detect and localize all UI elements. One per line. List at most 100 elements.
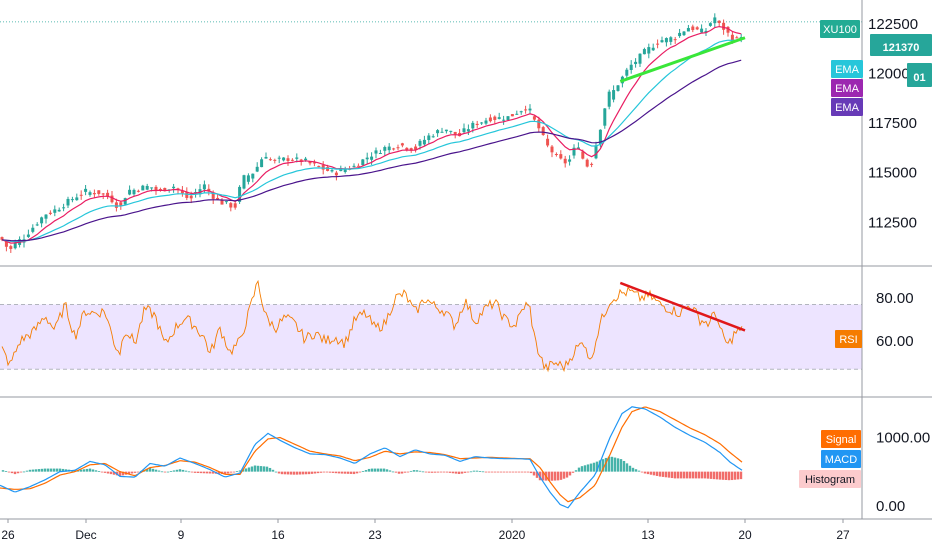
candle-body[interactable] <box>475 123 479 125</box>
candle-body[interactable] <box>202 184 206 190</box>
candle-body[interactable] <box>528 108 532 111</box>
candle-body[interactable] <box>62 207 66 209</box>
candle-body[interactable] <box>656 43 660 45</box>
candle-body[interactable] <box>101 193 105 195</box>
candle-body[interactable] <box>150 187 154 189</box>
candle-body[interactable] <box>66 198 70 206</box>
candle-body[interactable] <box>493 116 497 120</box>
candle-body[interactable] <box>466 129 470 132</box>
rsi-tag[interactable]: RSI <box>835 330 862 348</box>
candle-body[interactable] <box>180 190 184 194</box>
candle-body[interactable] <box>660 40 664 43</box>
ema-fast-line[interactable] <box>1 25 742 244</box>
candle-body[interactable] <box>713 17 717 24</box>
countdown-tag[interactable]: 01 <box>907 63 932 87</box>
candle-body[interactable] <box>563 158 567 164</box>
candle-body[interactable] <box>106 192 110 197</box>
candle-body[interactable] <box>414 146 418 150</box>
candle-body[interactable] <box>163 187 167 192</box>
candle-body[interactable] <box>722 22 726 30</box>
candle-body[interactable] <box>79 194 83 196</box>
candle-body[interactable] <box>330 170 334 172</box>
candle-body[interactable] <box>651 47 655 51</box>
candle-body[interactable] <box>400 143 404 146</box>
candle-body[interactable] <box>678 32 682 37</box>
candle-body[interactable] <box>669 37 673 42</box>
candle-body[interactable] <box>634 61 638 65</box>
candle-body[interactable] <box>686 28 690 32</box>
candle-body[interactable] <box>629 64 633 70</box>
candle-body[interactable] <box>264 156 268 159</box>
candle-body[interactable] <box>427 135 431 141</box>
symbol-tag[interactable]: XU100 <box>820 20 860 38</box>
candle-body[interactable] <box>70 199 74 201</box>
candle-body[interactable] <box>700 28 704 33</box>
candle-body[interactable] <box>726 26 730 33</box>
candle-body[interactable] <box>585 159 589 167</box>
candle-body[interactable] <box>211 192 215 199</box>
candle-body[interactable] <box>572 147 576 156</box>
candle-body[interactable] <box>53 209 57 213</box>
candle-body[interactable] <box>510 114 514 117</box>
ema-legend-3[interactable]: EMA <box>831 98 863 116</box>
candle-body[interactable] <box>277 157 281 159</box>
candle-body[interactable] <box>550 146 554 153</box>
candle-body[interactable] <box>480 122 484 124</box>
candle-body[interactable] <box>471 122 475 129</box>
candle-body[interactable] <box>546 138 550 146</box>
candle-body[interactable] <box>730 34 734 43</box>
candle-body[interactable] <box>35 224 39 226</box>
candle-body[interactable] <box>387 146 391 151</box>
candle-body[interactable] <box>334 172 338 176</box>
candle-body[interactable] <box>299 159 303 162</box>
candle-body[interactable] <box>158 189 162 191</box>
macd-legend-2[interactable]: MACD <box>821 450 861 468</box>
candle-body[interactable] <box>453 131 457 135</box>
candle-body[interactable] <box>132 189 136 195</box>
candle-body[interactable] <box>524 109 528 111</box>
candle-body[interactable] <box>554 154 558 156</box>
candle-body[interactable] <box>405 147 409 150</box>
candle-body[interactable] <box>519 111 523 113</box>
candle-body[interactable] <box>515 113 519 115</box>
candle-body[interactable] <box>220 199 224 205</box>
candle-body[interactable] <box>576 147 580 149</box>
candle-body[interactable] <box>374 150 378 154</box>
candle-body[interactable] <box>484 120 488 124</box>
candle-body[interactable] <box>114 202 118 208</box>
candle-body[interactable] <box>444 129 448 132</box>
candle-body[interactable] <box>735 37 739 39</box>
candle-body[interactable] <box>361 159 365 166</box>
candle-body[interactable] <box>260 159 264 168</box>
candle-body[interactable] <box>273 159 277 161</box>
candle-body[interactable] <box>185 191 189 198</box>
candle-body[interactable] <box>136 190 140 192</box>
candle-body[interactable] <box>541 127 545 135</box>
candle-body[interactable] <box>462 128 466 133</box>
candle-body[interactable] <box>97 190 101 194</box>
candle-body[interactable] <box>229 203 233 208</box>
candle-body[interactable] <box>590 163 594 165</box>
candle-body[interactable] <box>365 157 369 160</box>
candle-body[interactable] <box>312 162 316 164</box>
candle-body[interactable] <box>290 159 294 161</box>
candle-body[interactable] <box>581 151 585 159</box>
candle-body[interactable] <box>691 26 695 31</box>
candle-body[interactable] <box>616 85 620 91</box>
rsi-trendline[interactable] <box>619 281 746 332</box>
candle-body[interactable] <box>255 166 259 172</box>
candle-body[interactable] <box>594 145 598 159</box>
candle-body[interactable] <box>436 130 440 134</box>
candle-body[interactable] <box>638 53 642 64</box>
candle-body[interactable] <box>189 195 193 199</box>
candle-body[interactable] <box>246 175 250 182</box>
candle-body[interactable] <box>356 165 360 167</box>
macd-line[interactable] <box>0 406 743 509</box>
candle-body[interactable] <box>370 156 374 160</box>
macd-legend-3[interactable]: Histogram <box>799 470 861 488</box>
candle-body[interactable] <box>497 117 501 119</box>
price-axis[interactable]: 122500 120000 117500 115000 112500 <box>868 16 918 231</box>
candle-body[interactable] <box>92 193 96 195</box>
candle-body[interactable] <box>44 214 48 219</box>
candle-body[interactable] <box>568 159 572 162</box>
